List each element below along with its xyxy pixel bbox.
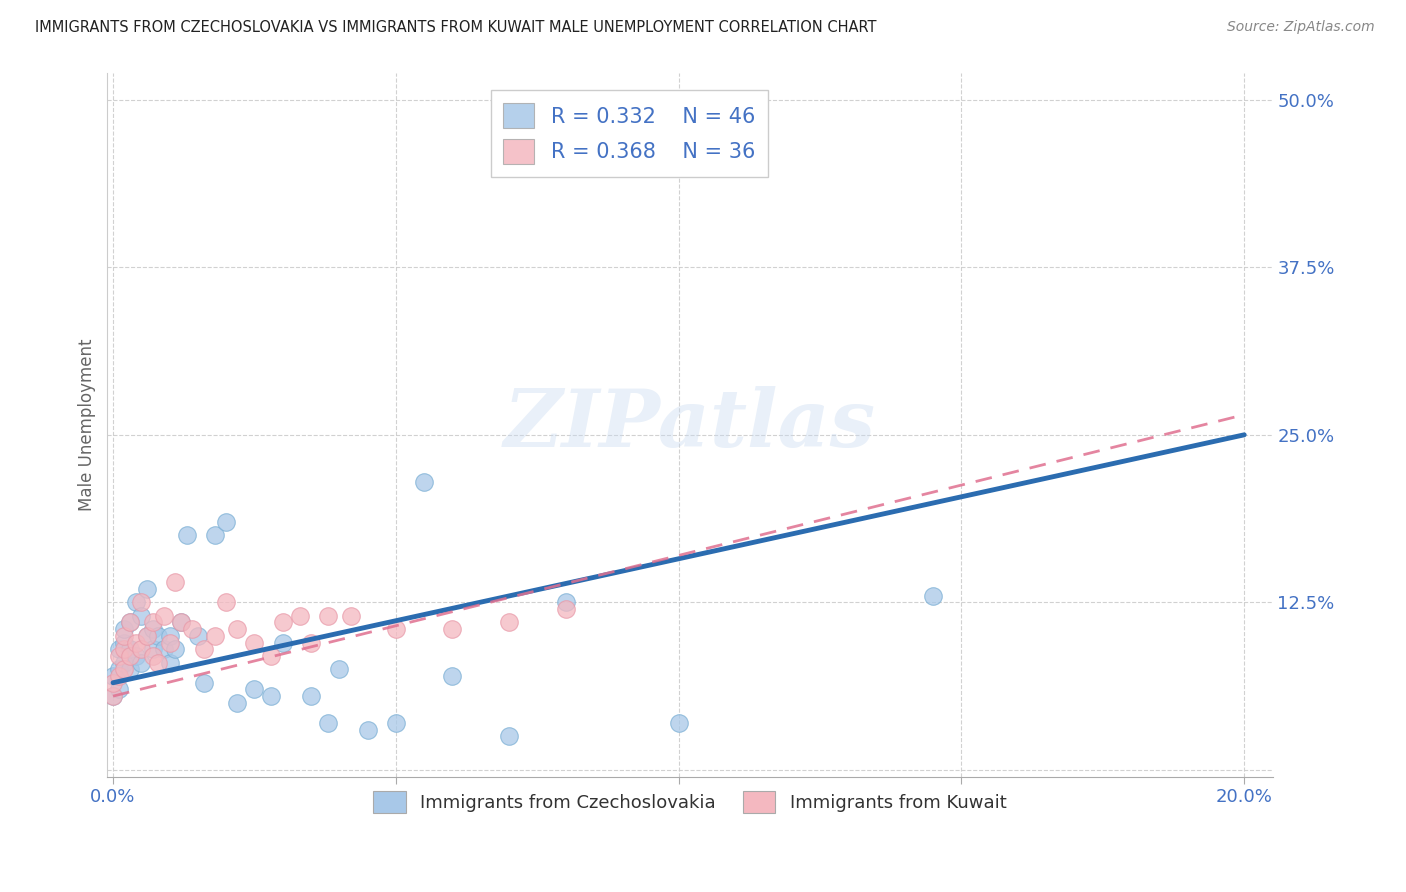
- Point: [339, 608, 361, 623]
- Point: [101, 675, 124, 690]
- Point: [554, 602, 576, 616]
- Point: [112, 629, 135, 643]
- Point: [101, 689, 124, 703]
- Point: [131, 595, 153, 609]
- Point: [498, 615, 520, 630]
- Point: [413, 475, 436, 489]
- Point: [176, 528, 198, 542]
- Point: [215, 595, 238, 609]
- Point: [243, 635, 266, 649]
- Text: ZIPatlas: ZIPatlas: [503, 386, 876, 464]
- Point: [159, 629, 181, 643]
- Point: [193, 642, 215, 657]
- Point: [118, 615, 141, 630]
- Point: [226, 622, 249, 636]
- Point: [187, 629, 209, 643]
- Point: [153, 608, 176, 623]
- Point: [118, 662, 141, 676]
- Point: [271, 635, 294, 649]
- Point: [107, 669, 129, 683]
- Point: [316, 715, 339, 730]
- Point: [107, 682, 129, 697]
- Point: [107, 642, 129, 657]
- Point: [107, 662, 129, 676]
- Point: [299, 635, 322, 649]
- Point: [142, 622, 165, 636]
- Point: [441, 669, 464, 683]
- Point: [124, 595, 146, 609]
- Point: [136, 629, 159, 643]
- Point: [668, 715, 690, 730]
- Point: [142, 615, 165, 630]
- Point: [118, 642, 141, 657]
- Point: [165, 575, 187, 590]
- Point: [328, 662, 350, 676]
- Point: [441, 622, 464, 636]
- Legend: Immigrants from Czechoslovakia, Immigrants from Kuwait: Immigrants from Czechoslovakia, Immigran…: [366, 784, 1014, 821]
- Point: [136, 582, 159, 596]
- Point: [112, 662, 135, 676]
- Point: [124, 648, 146, 663]
- Point: [554, 595, 576, 609]
- Point: [159, 635, 181, 649]
- Point: [922, 589, 945, 603]
- Point: [153, 642, 176, 657]
- Point: [112, 642, 135, 657]
- Point: [148, 656, 170, 670]
- Point: [131, 608, 153, 623]
- Point: [243, 682, 266, 697]
- Point: [118, 615, 141, 630]
- Point: [107, 648, 129, 663]
- Text: Source: ZipAtlas.com: Source: ZipAtlas.com: [1227, 20, 1375, 34]
- Point: [204, 528, 226, 542]
- Point: [193, 675, 215, 690]
- Point: [260, 648, 283, 663]
- Point: [101, 689, 124, 703]
- Point: [288, 608, 311, 623]
- Point: [260, 689, 283, 703]
- Point: [385, 622, 408, 636]
- Point: [498, 729, 520, 743]
- Point: [118, 648, 141, 663]
- Point: [131, 642, 153, 657]
- Point: [170, 615, 193, 630]
- Point: [124, 635, 146, 649]
- Point: [356, 723, 378, 737]
- Point: [101, 669, 124, 683]
- Point: [165, 642, 187, 657]
- Point: [271, 615, 294, 630]
- Point: [385, 715, 408, 730]
- Point: [112, 622, 135, 636]
- Point: [215, 515, 238, 529]
- Point: [181, 622, 204, 636]
- Point: [170, 615, 193, 630]
- Y-axis label: Male Unemployment: Male Unemployment: [79, 338, 96, 511]
- Point: [226, 696, 249, 710]
- Point: [136, 629, 159, 643]
- Point: [112, 656, 135, 670]
- Point: [159, 656, 181, 670]
- Point: [148, 629, 170, 643]
- Text: IMMIGRANTS FROM CZECHOSLOVAKIA VS IMMIGRANTS FROM KUWAIT MALE UNEMPLOYMENT CORRE: IMMIGRANTS FROM CZECHOSLOVAKIA VS IMMIGR…: [35, 20, 877, 35]
- Point: [142, 648, 165, 663]
- Point: [299, 689, 322, 703]
- Point: [142, 642, 165, 657]
- Point: [316, 608, 339, 623]
- Point: [112, 635, 135, 649]
- Point: [131, 656, 153, 670]
- Point: [204, 629, 226, 643]
